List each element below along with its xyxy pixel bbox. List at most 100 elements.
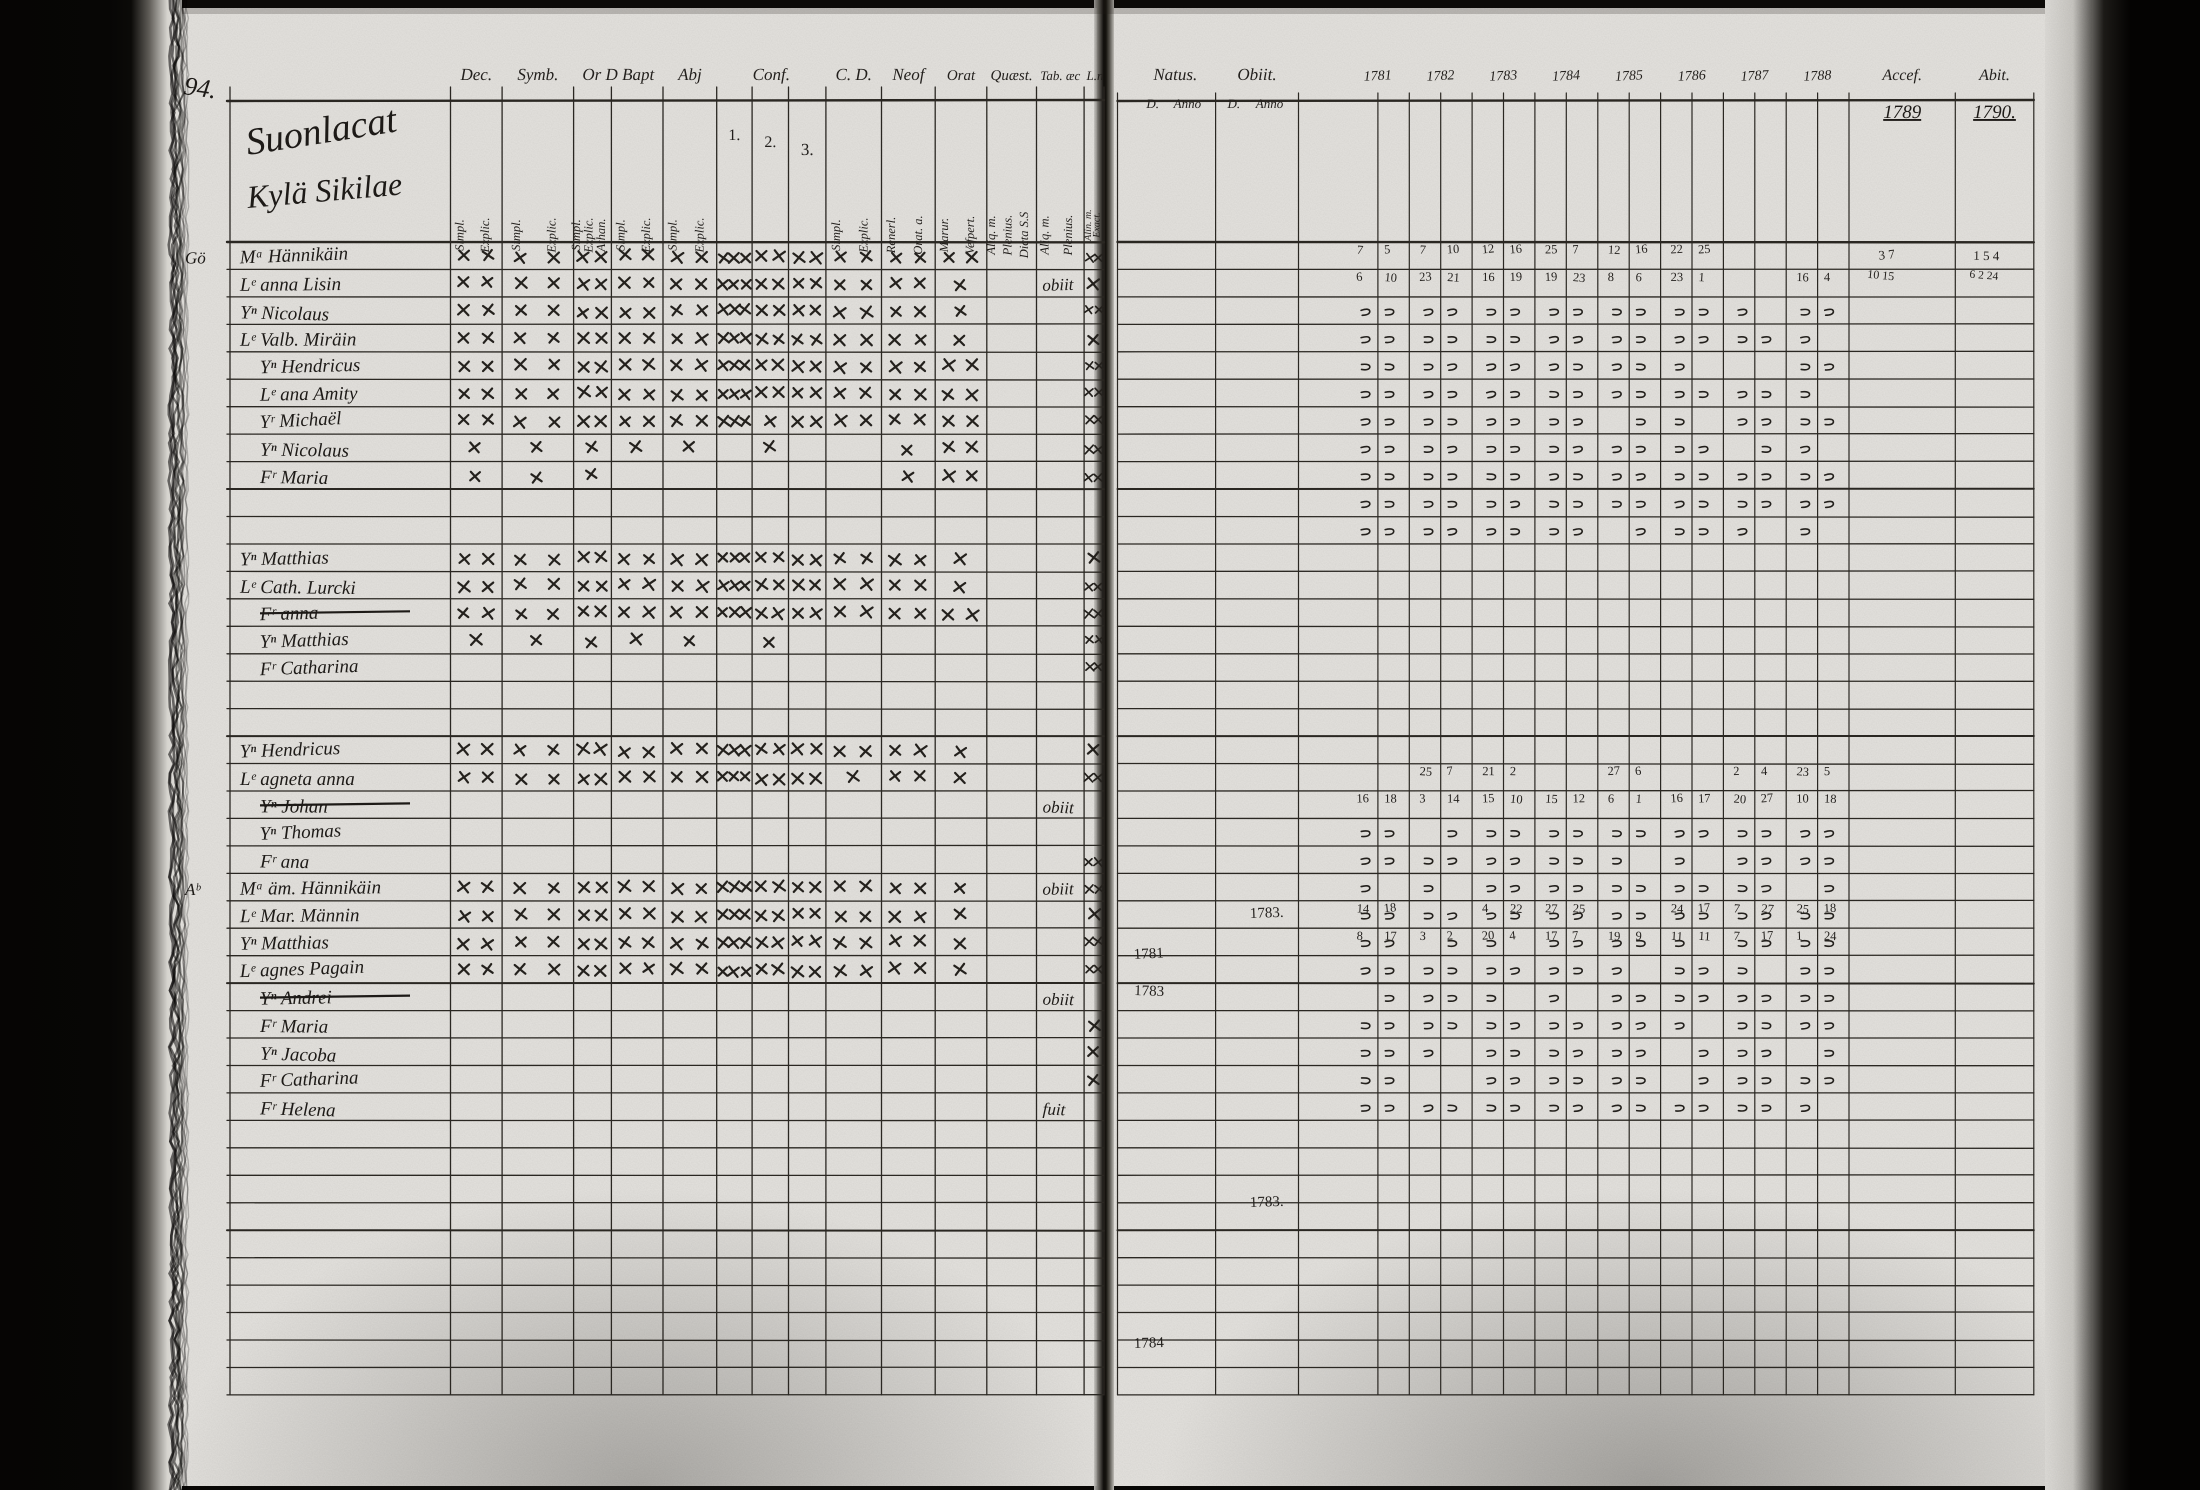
- svg-text:Kylä Sikilae: Kylä Sikilae: [244, 166, 403, 216]
- svg-text:Plenius.: Plenius.: [1061, 215, 1075, 257]
- svg-text:15: 15: [1545, 792, 1558, 807]
- svg-text:5: 5: [1824, 764, 1830, 778]
- svg-text:Dec.: Dec.: [459, 65, 492, 84]
- svg-text:Aliq. m.: Aliq. m.: [984, 215, 998, 255]
- svg-text:12: 12: [1572, 791, 1585, 805]
- svg-text:1 5 4: 1 5 4: [1973, 248, 2000, 263]
- svg-text:1789: 1789: [1883, 102, 1922, 123]
- svg-text:6: 6: [1356, 270, 1363, 284]
- svg-text:Or D Bapt: Or D Bapt: [582, 65, 655, 84]
- svg-text:19: 19: [1544, 269, 1557, 284]
- svg-text:Simpl.: Simpl.: [665, 219, 679, 251]
- svg-text:27: 27: [1607, 763, 1620, 778]
- svg-text:20: 20: [1733, 792, 1747, 807]
- svg-text:Yⁿ Nicolaus: Yⁿ Nicolaus: [260, 440, 349, 462]
- svg-text:1783: 1783: [1134, 983, 1165, 1000]
- svg-text:25: 25: [1419, 764, 1432, 779]
- svg-text:1: 1: [1635, 792, 1642, 806]
- svg-text:6: 6: [1608, 792, 1615, 806]
- svg-text:10: 10: [1384, 270, 1398, 285]
- svg-text:6 2 24: 6 2 24: [1969, 269, 1999, 283]
- svg-text:Simpl.: Simpl.: [829, 219, 843, 251]
- svg-text:Lᵉ ana Amity: Lᵉ ana Amity: [259, 383, 358, 405]
- svg-text:Explic.: Explic.: [692, 217, 706, 253]
- svg-text:Fʳ Maria: Fʳ Maria: [259, 1016, 328, 1038]
- svg-text:11: 11: [1698, 929, 1711, 944]
- svg-text:Quæst.: Quæst.: [991, 68, 1033, 84]
- svg-text:Yⁿ Matthias: Yⁿ Matthias: [240, 932, 329, 954]
- svg-text:Yⁿ Hendricus: Yⁿ Hendricus: [239, 738, 340, 762]
- svg-text:Obiit.: Obiit.: [1237, 65, 1276, 84]
- svg-text:1781: 1781: [1363, 68, 1392, 84]
- svg-text:Renerl.: Renerl.: [884, 217, 898, 254]
- svg-text:7: 7: [1419, 243, 1426, 257]
- svg-text:C. D.: C. D.: [836, 65, 872, 84]
- svg-text:obiit: obiit: [1042, 990, 1075, 1010]
- svg-text:Marur.: Marur.: [937, 218, 951, 253]
- svg-text:7: 7: [1356, 243, 1364, 258]
- svg-text:Vefpert.: Vefpert.: [963, 216, 977, 255]
- svg-text:1784: 1784: [1134, 1335, 1165, 1352]
- svg-text:Yⁿ Nicolaus: Yⁿ Nicolaus: [240, 302, 329, 325]
- svg-text:1783.: 1783.: [1250, 1194, 1284, 1211]
- svg-text:Yⁿ Johan: Yⁿ Johan: [260, 796, 328, 817]
- svg-text:Abit.: Abit.: [1978, 67, 2010, 84]
- svg-text:21: 21: [1482, 764, 1495, 778]
- svg-text:3.: 3.: [801, 140, 814, 159]
- svg-text:Fʳ Maria: Fʳ Maria: [259, 467, 328, 489]
- svg-text:obiit: obiit: [1042, 275, 1075, 295]
- svg-text:16: 16: [1356, 791, 1369, 805]
- svg-text:Aliq. m.: Aliq. m.: [1037, 215, 1051, 255]
- svg-text:D.: D.: [1145, 96, 1159, 111]
- svg-text:Orat: Orat: [947, 68, 976, 84]
- svg-text:16: 16: [1796, 270, 1809, 284]
- svg-text:16: 16: [1634, 241, 1648, 256]
- svg-text:3: 3: [1419, 929, 1426, 943]
- svg-text:6: 6: [1634, 764, 1641, 778]
- svg-text:Lᵉ agneta anna: Lᵉ agneta anna: [239, 769, 355, 790]
- svg-text:2.: 2.: [764, 134, 776, 151]
- svg-text:19: 19: [1509, 270, 1522, 284]
- svg-text:D.: D.: [1226, 96, 1240, 111]
- svg-text:3: 3: [1419, 791, 1426, 805]
- svg-text:4: 4: [1509, 928, 1517, 943]
- svg-text:Explic.: Explic.: [857, 217, 871, 253]
- svg-text:23: 23: [1796, 764, 1810, 779]
- svg-text:22: 22: [1670, 242, 1683, 257]
- svg-text:Natus.: Natus.: [1152, 65, 1197, 84]
- svg-text:12: 12: [1481, 241, 1495, 256]
- svg-text:Abj: Abj: [677, 65, 702, 84]
- svg-text:1786: 1786: [1677, 68, 1706, 84]
- svg-text:Symb.: Symb.: [517, 65, 558, 84]
- svg-text:2: 2: [1733, 764, 1740, 778]
- svg-text:fuit: fuit: [1042, 1099, 1067, 1119]
- svg-text:1785: 1785: [1615, 68, 1644, 84]
- svg-text:Plenius.: Plenius.: [1001, 215, 1015, 257]
- svg-text:6: 6: [1635, 270, 1642, 284]
- svg-text:1783: 1783: [1489, 68, 1518, 84]
- svg-text:Lᵉ agnes Pagain: Lᵉ agnes Pagain: [238, 957, 364, 982]
- svg-text:21: 21: [1447, 270, 1460, 285]
- svg-text:16: 16: [1482, 270, 1495, 284]
- svg-text:4: 4: [1761, 764, 1768, 778]
- svg-text:Anno: Anno: [1173, 96, 1202, 111]
- svg-text:27: 27: [1760, 790, 1774, 805]
- svg-text:Simpl.: Simpl.: [452, 219, 466, 251]
- svg-text:1782: 1782: [1426, 68, 1455, 84]
- svg-text:Neof: Neof: [891, 65, 926, 84]
- svg-text:1787: 1787: [1740, 68, 1770, 84]
- svg-text:Explic.: Explic.: [478, 217, 492, 253]
- svg-text:5: 5: [1384, 242, 1391, 256]
- svg-text:obiit: obiit: [1042, 797, 1075, 817]
- svg-text:Tab. æc: Tab. æc: [1040, 68, 1080, 83]
- svg-text:L.n: L.n: [1086, 68, 1104, 83]
- svg-text:1781: 1781: [1133, 945, 1164, 963]
- svg-text:12: 12: [1608, 243, 1621, 258]
- svg-text:Explic.: Explic.: [545, 217, 559, 253]
- svg-text:Lᵉ anna Lisin: Lᵉ anna Lisin: [239, 274, 341, 296]
- svg-text:10: 10: [1446, 242, 1459, 257]
- svg-text:23: 23: [1671, 270, 1684, 284]
- svg-text:1783.: 1783.: [1250, 905, 1284, 922]
- svg-text:18: 18: [1384, 792, 1397, 806]
- svg-text:Mᵃ Hännikäin: Mᵃ Hännikäin: [238, 243, 348, 268]
